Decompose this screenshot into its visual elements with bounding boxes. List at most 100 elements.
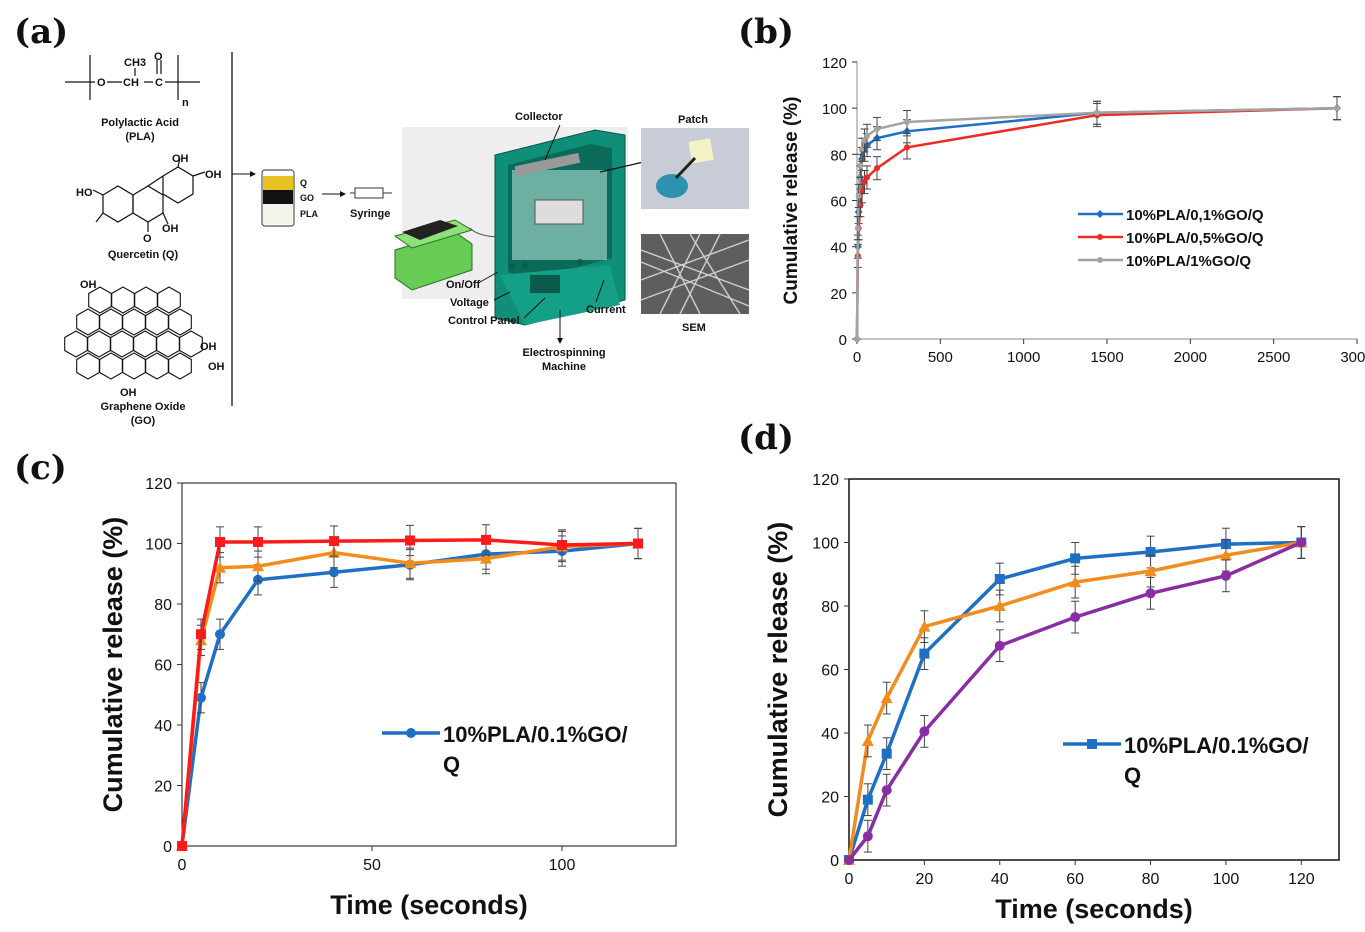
data-point (881, 748, 892, 759)
x-tick-label: 50 (363, 857, 381, 874)
sem-label: SEM (682, 322, 706, 334)
x-axis-label: Time (seconds) (330, 890, 528, 920)
data-point (196, 629, 206, 640)
x-tick-label: 20 (915, 871, 933, 888)
go-oh-4: OH (208, 361, 225, 373)
data-point (881, 785, 892, 796)
go-hex-ring (145, 352, 169, 380)
x-tick-label: 120 (1288, 871, 1315, 888)
data-point (1069, 576, 1082, 588)
y-tick-label: 20 (154, 779, 172, 796)
x-tick-label: 2000 (1174, 349, 1207, 366)
y-tick-label: 100 (145, 537, 172, 554)
q-oh-2: OH (205, 169, 222, 181)
q-oh-1: OH (172, 153, 189, 165)
data-point (1144, 565, 1157, 577)
data-point (862, 794, 873, 805)
pla-c: C (155, 77, 163, 89)
chart-d: 0 20 40 60 80 100 120 0 20 40 60 80 100 120 Cumulative… (763, 472, 1340, 924)
quercetin-label: Quercetin (Q) (108, 249, 179, 261)
go-hex-ring (111, 286, 135, 314)
x-tick-label: 60 (1066, 871, 1084, 888)
panel-label-d: (d) (738, 418, 794, 458)
q-ho: HO (76, 187, 93, 199)
go-hex-ring (122, 308, 146, 336)
vial-label-go: GO (300, 193, 314, 203)
go-hex-ring (76, 308, 100, 336)
y-tick-label: 120 (145, 476, 172, 493)
patch-photo (641, 128, 749, 209)
legend-label: 10%PLA/0.1%GO/ (1124, 733, 1309, 758)
data-point (861, 179, 868, 186)
x-tick-label: 3000 (1340, 349, 1365, 366)
series-2 (843, 526, 1308, 865)
y-tick-label: 100 (822, 101, 847, 118)
series-line (180, 541, 639, 847)
data-point (177, 841, 187, 851)
data-point (1145, 588, 1156, 599)
data-point (196, 692, 206, 703)
syringe-label: Syringe (350, 208, 390, 220)
x-tick-label: 100 (549, 857, 576, 874)
data-point (859, 146, 865, 153)
go-hex-ring (179, 330, 203, 358)
series-line (855, 106, 1338, 340)
go-oh-3: OH (120, 387, 137, 399)
electrospinning-cabinet (494, 129, 626, 326)
go-hex-ring (110, 330, 134, 358)
data-point (1097, 234, 1103, 240)
machine-label: Electrospinning Machine (522, 347, 605, 373)
pla-ch3: CH3 (124, 57, 146, 69)
q-oh-3: OH (162, 223, 179, 235)
y-tick-label: 60 (821, 663, 839, 680)
legend-label: 10%PLA/0,1%GO/Q (1126, 207, 1264, 224)
pla-carbonyl-o: O (154, 51, 163, 63)
x-axis-label: Time (seconds) (995, 894, 1193, 924)
data-point (253, 536, 263, 547)
y-tick-label: 80 (830, 147, 847, 164)
data-point (481, 534, 491, 545)
y-tick-label: 120 (812, 472, 839, 489)
go-hex-ring (168, 308, 192, 336)
data-point (329, 536, 339, 547)
data-point (406, 728, 416, 738)
data-point (329, 567, 339, 578)
series-2 (853, 96, 1341, 342)
sem-image (640, 233, 750, 315)
x-tick-label: 0 (853, 349, 861, 366)
data-point (1334, 105, 1340, 112)
data-point (854, 336, 860, 342)
data-point (880, 692, 893, 704)
data-point (1296, 537, 1307, 548)
y-tick-label: 100 (812, 536, 839, 553)
go-hex-ring (133, 330, 157, 358)
series-line (180, 538, 639, 847)
data-point (855, 192, 862, 199)
go-label: Graphene Oxide (GO) (101, 401, 186, 427)
legend-label: 10%PLA/0.1%GO/ (443, 722, 628, 747)
x-tick-label: 1000 (1007, 349, 1040, 366)
y-axis-label: Cumulative release (%) (98, 517, 128, 813)
series-3 (177, 524, 643, 851)
go-hex-ring (76, 352, 100, 380)
pla-label: Polylactic Acid (PLA) (101, 117, 179, 143)
data-point (1096, 210, 1104, 218)
y-tick-label: 60 (830, 194, 847, 211)
legend-label: 10%PLA/0,5%GO/Q (1126, 230, 1264, 247)
vial-label-pla: PLA (300, 209, 319, 219)
y-tick-label: 0 (830, 853, 839, 870)
y-axis-label: Cumulative release (%) (781, 96, 802, 304)
data-point (844, 855, 854, 865)
x-tick-label: 100 (1213, 871, 1240, 888)
chart-b: 0 20 40 60 80 100 120 0 500 1000 1500 2000 2500 3000 C… (781, 55, 1365, 366)
data-point (404, 557, 416, 569)
y-tick-label: 20 (830, 286, 847, 303)
data-point (1097, 257, 1103, 263)
data-point (215, 629, 225, 640)
data-point (864, 132, 870, 139)
quercetin-structure (92, 157, 206, 232)
data-point (859, 188, 865, 195)
legend-label: Q (443, 752, 460, 777)
y-tick-label: 20 (821, 790, 839, 807)
x-tick-label: 500 (928, 349, 953, 366)
